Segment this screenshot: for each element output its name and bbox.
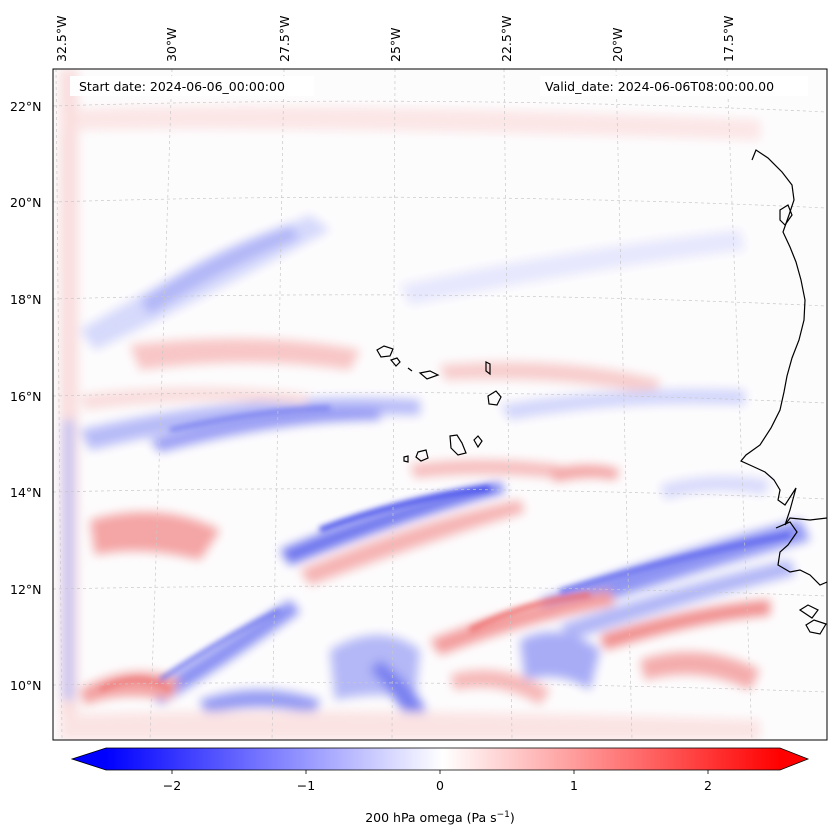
lat-label: 12°N (10, 582, 42, 597)
colorbar-min-extend-arrow (72, 748, 106, 770)
plot-background (53, 69, 827, 740)
lon-label: 32.5°W (54, 16, 69, 62)
graticule (53, 69, 827, 740)
colorbar: −2 −1 0 1 2 200 hPa omega (Pa s−1) (70, 747, 810, 825)
lat-label: 18°N (10, 292, 42, 307)
colorbar-tick-label: −1 (297, 778, 315, 793)
africa-coastline (740, 149, 827, 526)
lat-label: 16°N (10, 389, 42, 404)
lat-label: 10°N (10, 678, 42, 693)
lon-label: 22.5°W (499, 16, 514, 62)
lat-label: 22°N (10, 99, 42, 114)
lon-label: 17.5°W (721, 16, 736, 62)
colorbar-outline (70, 747, 810, 771)
colorbar-tick-label: 0 (436, 778, 444, 793)
omega-anomaly-streaks (60, 69, 810, 740)
colorbar-gradient (106, 748, 780, 770)
longitude-labels: 32.5°W 30°W 27.5°W 25°W 22.5°W 20°W 17.5… (54, 16, 736, 62)
start-date-box (70, 76, 314, 96)
colorbar-max-extend-arrow (780, 748, 808, 770)
coastlines (376, 149, 827, 635)
lon-label: 20°W (610, 27, 625, 62)
lon-label: 30°W (164, 27, 179, 62)
lat-label: 20°N (10, 195, 42, 210)
omega-fine-streaks (98, 406, 791, 693)
lon-label: 27.5°W (277, 16, 292, 62)
valid-date-box (540, 76, 808, 96)
colorbar-label: 200 hPa omega (Pa s−1) (365, 810, 515, 825)
lat-label: 14°N (10, 485, 42, 500)
cape-verde-islands (376, 345, 502, 463)
lon-label: 25°W (388, 27, 403, 62)
latitude-labels: 22°N 20°N 18°N 16°N 14°N 12°N 10°N (10, 99, 42, 693)
colorbar-tick-label: 2 (704, 778, 712, 793)
colorbar-tick-label: −2 (163, 778, 181, 793)
colorbar-ticks (171, 770, 709, 774)
colorbar-tick-label: 1 (570, 778, 578, 793)
valid-date-label: Valid_date: 2024-06-06T08:00:00.00 (545, 79, 774, 94)
start-date-label: Start date: 2024-06-06_00:00:00 (79, 79, 285, 94)
plot-frame (52, 68, 828, 741)
omega-field (53, 69, 827, 740)
